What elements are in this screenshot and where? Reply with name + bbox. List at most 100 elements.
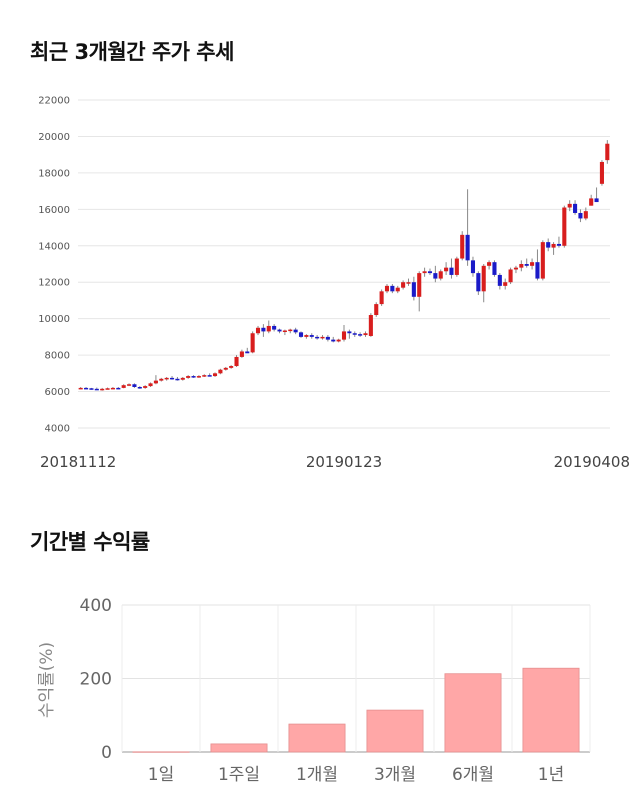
candle-body [454, 258, 459, 275]
candle-body [186, 376, 191, 378]
candle-body [476, 273, 481, 292]
candle-body [599, 161, 604, 184]
y-tick-label: 14000 [38, 241, 70, 252]
candle-body [567, 203, 572, 208]
candle-body [239, 351, 244, 357]
candle-body [212, 373, 218, 377]
y-tick-label: 10000 [38, 314, 70, 325]
candle-body [449, 267, 454, 275]
candle-body [89, 388, 94, 390]
y-tick-label: 18000 [38, 168, 70, 179]
candle-body [438, 271, 443, 279]
bar [210, 743, 268, 753]
candle-body [465, 234, 470, 261]
candle-body [487, 262, 492, 266]
candle-body [530, 262, 535, 266]
y-tick-label: 12000 [38, 278, 70, 289]
candle-body [395, 287, 400, 292]
candle-body [315, 336, 320, 339]
candle-body [384, 285, 390, 292]
candle-body [492, 262, 497, 275]
candle-body [401, 282, 406, 288]
candle-body [341, 331, 347, 340]
candle-body [519, 264, 524, 268]
candle-body [411, 282, 416, 297]
price-trend-title: 최근 3개월간 주가 추세 [30, 40, 234, 64]
candle-body [105, 388, 110, 390]
candle-body [540, 242, 545, 279]
candle-body [121, 385, 126, 388]
x-date-label: 20181112 [40, 453, 116, 471]
candle-body [110, 387, 115, 390]
y-tick-label: 16000 [38, 205, 70, 216]
candle-body [347, 331, 352, 334]
candle-body [422, 271, 427, 274]
candle-body [84, 387, 89, 390]
candle-body [363, 333, 368, 336]
x-date-label: 20190408 [554, 453, 630, 471]
candle-body [180, 377, 185, 380]
y-tick-label: 22000 [38, 96, 70, 107]
candle-body [325, 336, 330, 340]
bar [132, 751, 190, 753]
candle-body [470, 260, 476, 274]
candle-body [556, 243, 561, 246]
candle-body [255, 327, 261, 334]
candle-body [374, 304, 379, 316]
period-returns-title: 기간별 수익률 [30, 530, 150, 554]
candlestick-chart: 4000 6000 8000 10000 12000 14000 16000 18000 200… [38, 96, 630, 472]
candle-body [223, 367, 228, 370]
candle-body [546, 242, 551, 248]
candle-body [132, 384, 137, 387]
candle-body [589, 198, 594, 206]
candle-body [513, 267, 519, 270]
candle-body [304, 335, 309, 337]
candle-body [503, 282, 508, 286]
candle-body [202, 375, 207, 377]
candle-body [94, 388, 99, 391]
candle-body [336, 339, 341, 342]
candle-body [460, 234, 465, 259]
y-tick-label: 4000 [45, 424, 70, 435]
candle-body [116, 387, 121, 390]
bar [522, 667, 580, 753]
candle-body [524, 264, 529, 266]
candle-body [368, 315, 373, 336]
y-tick-label: 8000 [45, 351, 70, 362]
candle-body [143, 386, 148, 388]
candle-body [159, 378, 164, 381]
candle-body [78, 387, 83, 390]
y-tick-label: 6000 [45, 387, 70, 398]
candle-body [196, 376, 201, 378]
candle-body [583, 211, 588, 219]
candle-body [578, 212, 583, 219]
candle-body [481, 265, 486, 292]
category-label: 1개월 [296, 765, 338, 785]
category-label: 1일 [148, 765, 174, 785]
candle-body [234, 356, 239, 367]
candle-body [250, 333, 255, 353]
candle-body [100, 388, 105, 391]
candle-body [272, 325, 277, 330]
candle-body [207, 375, 212, 377]
candle-body [379, 291, 384, 305]
candle-body [127, 384, 132, 386]
candle-body [417, 273, 422, 297]
bar [366, 709, 424, 753]
candle-body [229, 366, 234, 368]
candle-body [261, 327, 266, 332]
category-label: 3개월 [374, 765, 416, 785]
candle-body [137, 387, 142, 389]
bar [288, 723, 346, 753]
candle-body [497, 274, 502, 286]
candle-body [148, 383, 153, 387]
y-tick-label: 20000 [38, 132, 70, 143]
candle-body [535, 262, 540, 279]
candle-body [427, 271, 433, 274]
candle-body [164, 377, 169, 380]
candle-body [293, 329, 298, 333]
candle-body [175, 378, 180, 381]
candle-body [298, 332, 304, 337]
candle-body [218, 369, 223, 374]
